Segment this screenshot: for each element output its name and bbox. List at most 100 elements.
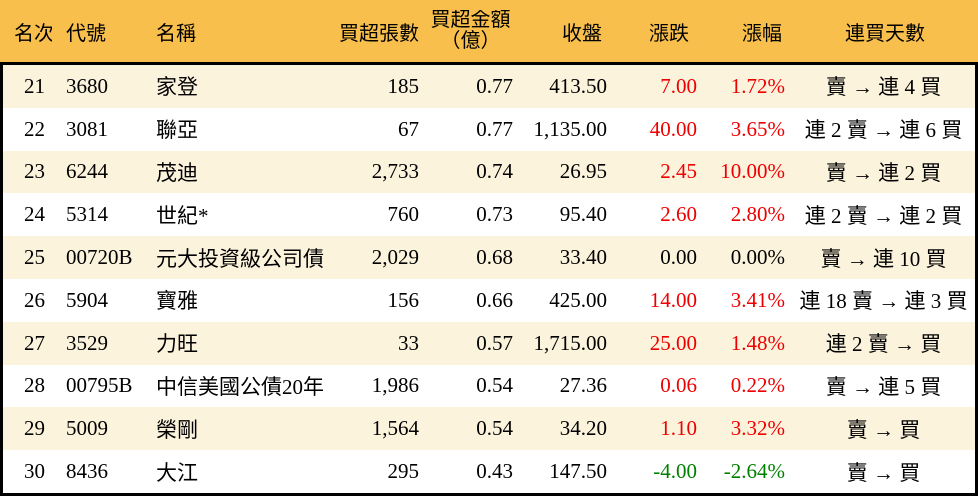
cell-close: 95.40: [559, 202, 607, 227]
cell-volume: 2,029: [371, 245, 419, 270]
cell-streak: 連 2 賣 → 連 2 買: [804, 203, 963, 228]
cell-amount: 0.54: [476, 373, 513, 398]
header-rank: 名次: [14, 22, 52, 45]
cell-amount: 0.74: [476, 159, 513, 184]
cell-amount: 0.77: [476, 73, 513, 98]
cell-volume: 33: [398, 330, 419, 355]
cell-volume: 67: [398, 116, 419, 141]
table-row: 27 3529 力旺 33 0.57 1,715.00 25.00 1.48% …: [3, 321, 975, 365]
cell-amount: 0.54: [476, 416, 513, 441]
cell-close: 147.50: [549, 459, 607, 484]
header-close: 收盤: [562, 22, 602, 45]
cell-pct: 10.00%: [720, 159, 785, 184]
cell-code: 5904: [66, 287, 108, 312]
cell-name: 大江: [156, 460, 198, 485]
table-row: 26 5904 寶雅 156 0.66 425.00 14.00 3.41% 連…: [3, 278, 975, 322]
cell-rank: 23: [24, 159, 45, 184]
cell-rank: 27: [24, 330, 45, 355]
cell-pct: 2.80%: [730, 202, 785, 227]
cell-pct: 0.00%: [730, 245, 785, 270]
cell-name: 茂迪: [156, 160, 198, 185]
table-row: 21 3680 家登 185 0.77 413.50 7.00 1.72% 賣 …: [3, 65, 975, 108]
header-streak: 連買天數: [845, 22, 925, 45]
cell-close: 27.36: [559, 373, 607, 398]
table-row: 23 6244 茂迪 2,733 0.74 26.95 2.45 10.00% …: [3, 150, 975, 194]
cell-code: 3529: [66, 330, 108, 355]
cell-amount: 0.68: [476, 245, 513, 270]
cell-rank: 22: [24, 116, 45, 141]
cell-rank: 29: [24, 416, 45, 441]
cell-code: 5314: [66, 202, 108, 227]
cell-amount: 0.77: [476, 116, 513, 141]
cell-rank: 30: [24, 459, 45, 484]
cell-volume: 156: [387, 287, 420, 312]
cell-close: 425.00: [549, 287, 607, 312]
cell-change: 0.06: [660, 373, 697, 398]
cell-volume: 1,986: [371, 373, 419, 398]
cell-rank: 24: [24, 202, 45, 227]
cell-change: 1.10: [660, 416, 697, 441]
cell-code: 6244: [66, 159, 108, 184]
cell-change: 14.00: [649, 287, 697, 312]
cell-change: 0.00: [660, 245, 697, 270]
cell-code: 3680: [66, 73, 108, 98]
table-row: 29 5009 榮剛 1,564 0.54 34.20 1.10 3.32% 賣…: [3, 407, 975, 451]
header-amount-line1: 買超金額: [430, 10, 511, 31]
cell-streak: 賣 → 連 10 買: [820, 246, 947, 271]
header-name: 名稱: [156, 22, 196, 45]
cell-volume: 760: [387, 202, 420, 227]
cell-rank: 28: [24, 373, 45, 398]
cell-streak: 賣 → 連 2 買: [825, 160, 942, 185]
table-row: 30 8436 大江 295 0.43 147.50 -4.00 -2.64% …: [3, 450, 975, 493]
cell-volume: 1,564: [371, 416, 419, 441]
cell-name: 元大投資級公司債: [156, 246, 324, 271]
cell-code: 00795B: [66, 373, 133, 398]
cell-pct: 3.65%: [730, 116, 785, 141]
cell-name: 中信美國公債20年: [156, 374, 324, 399]
header-change: 漲跌: [649, 22, 689, 45]
cell-close: 34.20: [559, 416, 607, 441]
cell-pct: 1.48%: [730, 330, 785, 355]
cell-name: 聯亞: [156, 118, 198, 143]
header-amount-line2: （億）: [440, 30, 501, 52]
cell-code: 3081: [66, 116, 108, 141]
cell-volume: 295: [387, 459, 420, 484]
cell-code: 5009: [66, 416, 108, 441]
table-header-row: 名次 代號 名稱 買超張數 買超金額 （億） 收盤 漲跌 漲幅 連買天數: [0, 0, 978, 65]
cell-pct: 0.22%: [730, 373, 785, 398]
cell-streak: 連 2 賣 → 買: [825, 332, 942, 357]
cell-name: 寶雅: [156, 289, 198, 314]
cell-name: 世紀*: [156, 203, 209, 228]
header-code: 代號: [66, 22, 106, 45]
cell-change: 7.00: [660, 73, 697, 98]
cell-volume: 2,733: [371, 159, 419, 184]
cell-streak: 賣 → 連 4 買: [825, 75, 942, 100]
cell-streak: 賣 → 買: [846, 417, 921, 442]
cell-pct: 3.41%: [730, 287, 785, 312]
cell-amount: 0.73: [476, 202, 513, 227]
cell-code: 00720B: [66, 245, 133, 270]
cell-change: -4.00: [653, 459, 697, 484]
table-row: 22 3081 聯亞 67 0.77 1,135.00 40.00 3.65% …: [3, 107, 975, 151]
cell-amount: 0.66: [476, 287, 513, 312]
cell-close: 1,715.00: [533, 330, 608, 355]
header-pct: 漲幅: [742, 22, 782, 45]
cell-streak: 賣 → 連 5 買: [825, 374, 942, 399]
cell-rank: 21: [24, 73, 45, 98]
cell-pct: 3.32%: [730, 416, 785, 441]
cell-name: 榮剛: [156, 417, 198, 442]
cell-change: 2.45: [660, 159, 697, 184]
cell-rank: 25: [24, 245, 45, 270]
table-row: 28 00795B 中信美國公債20年 1,986 0.54 27.36 0.0…: [3, 364, 975, 408]
cell-streak: 連 18 賣 → 連 3 買: [799, 289, 968, 314]
header-volume: 買超張數: [339, 22, 419, 45]
cell-close: 1,135.00: [533, 116, 608, 141]
cell-change: 40.00: [649, 116, 697, 141]
cell-close: 26.95: [559, 159, 607, 184]
header-amount: 買超金額 （億）: [425, 10, 518, 52]
table-row: 24 5314 世紀* 760 0.73 95.40 2.60 2.80% 連 …: [3, 193, 975, 237]
cell-streak: 賣 → 買: [846, 460, 921, 485]
cell-code: 8436: [66, 459, 108, 484]
cell-close: 33.40: [559, 245, 607, 270]
